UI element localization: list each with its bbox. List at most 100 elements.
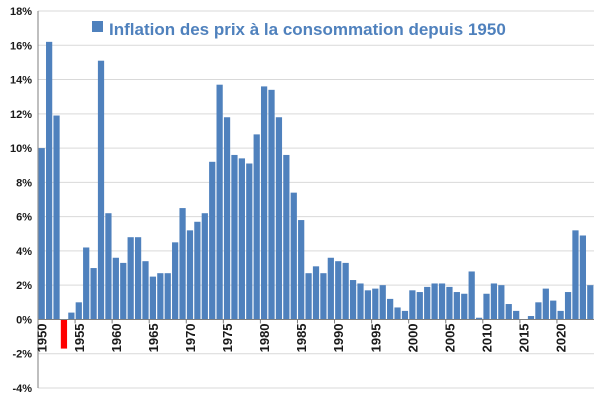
bar: [364, 290, 372, 320]
bar: [527, 316, 535, 320]
x-tick-label: 1970: [183, 323, 198, 352]
bar: [298, 220, 305, 320]
x-tick-label: 2020: [554, 323, 569, 352]
bar: [372, 288, 379, 320]
bar: [149, 276, 157, 320]
bar: [438, 283, 446, 320]
bar: [120, 262, 127, 320]
bars: [38, 41, 594, 349]
bar: [416, 292, 423, 320]
bar: [453, 292, 460, 320]
bar: [90, 268, 97, 320]
bar: [401, 310, 409, 320]
y-tick-label: -4%: [12, 383, 32, 395]
bar: [60, 319, 68, 349]
bar: [53, 115, 60, 320]
y-tick-label: 12%: [10, 109, 32, 121]
bar: [105, 213, 112, 320]
bar: [461, 293, 468, 320]
bar: [46, 41, 53, 320]
bar: [179, 208, 186, 320]
bar: [201, 213, 208, 320]
bar: [320, 273, 327, 320]
bar: [134, 237, 142, 320]
bar: [431, 283, 438, 320]
axes: [37, 11, 594, 388]
bar: [238, 158, 245, 320]
y-tick-label: 4%: [16, 246, 32, 258]
bar: [357, 283, 364, 320]
y-tick-label: 14%: [10, 75, 32, 87]
bar: [231, 154, 238, 320]
y-tick-label: -2%: [12, 349, 32, 361]
bar: [349, 280, 357, 320]
bar: [194, 221, 201, 320]
bar: [68, 312, 75, 320]
bar: [38, 148, 45, 320]
bar: [542, 288, 549, 320]
bar: [223, 117, 231, 320]
bar: [468, 271, 475, 320]
bar: [394, 307, 401, 320]
bar: [387, 298, 394, 320]
x-tick-label: 1990: [331, 323, 346, 352]
bar: [275, 117, 283, 320]
y-tick-label: 10%: [10, 143, 32, 155]
x-tick-label: 1960: [109, 323, 124, 352]
bar: [268, 89, 275, 320]
bar: [290, 192, 297, 320]
bar: [572, 230, 579, 320]
bar: [246, 163, 253, 320]
x-tick-label: 1995: [368, 323, 383, 352]
y-tick-label: 6%: [16, 212, 32, 224]
x-tick-label: 1955: [72, 323, 87, 352]
bar: [483, 293, 490, 320]
bar: [83, 247, 90, 320]
legend: Inflation des prix à la consommation dep…: [92, 20, 506, 39]
x-tick-label: 2015: [517, 323, 532, 352]
y-tick-label: 8%: [16, 177, 32, 189]
bar: [216, 84, 223, 320]
bar: [253, 134, 260, 320]
x-tick-labels: 1950 1955 1960 1965 1970 1975 1980 1985 1990 1995…: [35, 323, 569, 352]
bar: [127, 237, 134, 320]
bar: [342, 262, 349, 320]
x-tick-label: 1950: [35, 323, 50, 352]
bar: [505, 304, 512, 320]
bar: [260, 86, 268, 320]
bar: [186, 230, 194, 320]
y-tick-label: 0%: [16, 314, 32, 326]
bar: [579, 235, 586, 320]
bar: [142, 261, 149, 320]
y-tick-label: 18%: [10, 6, 32, 18]
x-tick-label: 2010: [480, 323, 495, 352]
bar: [513, 310, 520, 320]
bar: [498, 285, 505, 320]
y-tick-labels: -4% -2% 0% 2% 4% 6% 8% 10% 12% 14% 16% 18%: [10, 6, 32, 395]
x-tick-label: 2005: [442, 323, 457, 352]
bar: [587, 285, 594, 320]
legend-swatch: [92, 21, 103, 32]
bar: [157, 273, 164, 320]
bar: [164, 273, 171, 320]
bar: [490, 283, 498, 320]
bar: [535, 302, 542, 320]
y-tick-label: 16%: [10, 40, 32, 52]
x-tick-label: 1985: [294, 323, 309, 352]
bar: [327, 257, 334, 320]
bar: [209, 161, 216, 320]
x-tick-label: 1980: [257, 323, 272, 352]
bar: [172, 242, 179, 320]
y-tick-label: 2%: [16, 280, 32, 292]
bar: [550, 300, 557, 320]
bar: [475, 317, 483, 320]
bar: [75, 302, 82, 320]
bar: [283, 154, 290, 320]
x-tick-label: 2000: [405, 323, 420, 352]
legend-label: Inflation des prix à la consommation dep…: [109, 20, 506, 39]
bar: [409, 290, 416, 320]
bar: [424, 286, 431, 320]
x-tick-label: 1975: [220, 323, 235, 352]
bar: [446, 286, 453, 320]
